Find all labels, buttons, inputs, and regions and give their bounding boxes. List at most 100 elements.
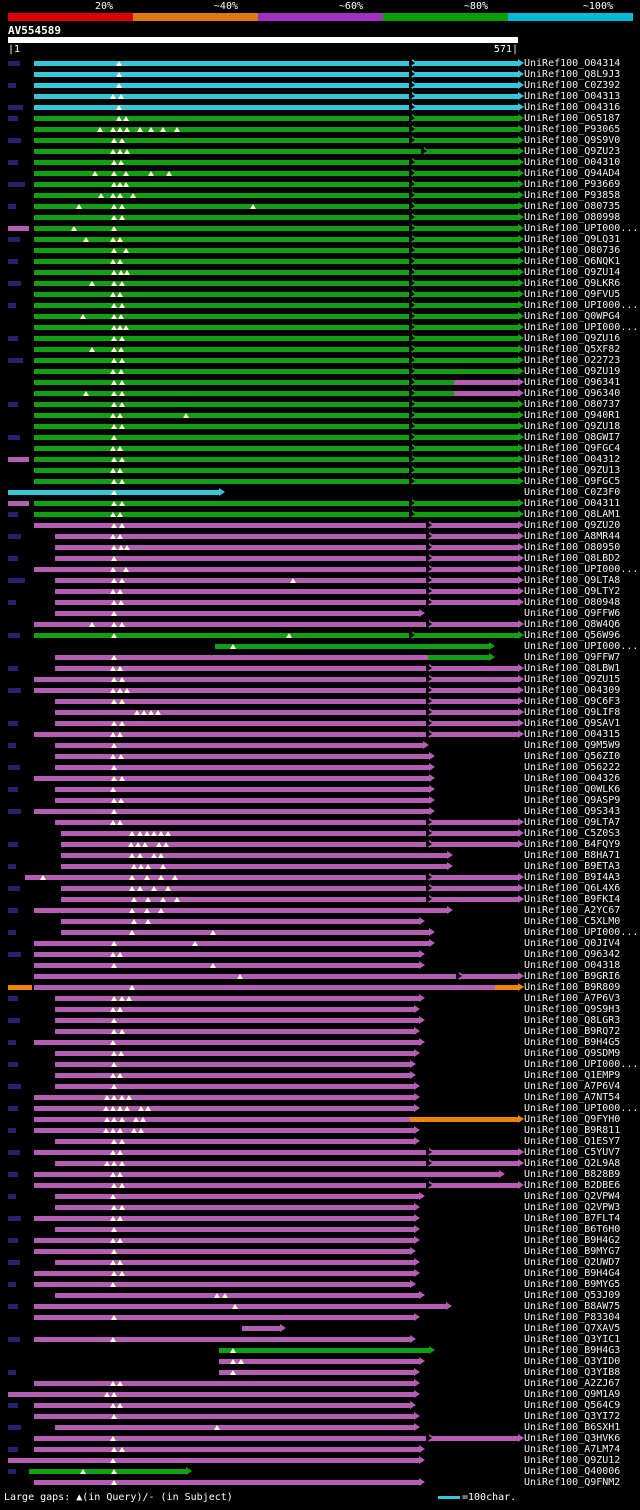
- subject-label[interactable]: UniRef100_Q8LAM1: [524, 509, 621, 520]
- alignment-bar[interactable]: [60, 853, 448, 858]
- alignment-bar[interactable]: [33, 1381, 415, 1386]
- alignment-bar[interactable]: [219, 1370, 415, 1375]
- subject-label[interactable]: UniRef100_O04326: [524, 773, 621, 784]
- alignment-bar[interactable]: [33, 1271, 415, 1276]
- subject-label[interactable]: UniRef100_Q6L4X6: [524, 883, 621, 894]
- subject-label[interactable]: UniRef100_A7P6V4: [524, 1081, 621, 1092]
- alignment-bar[interactable]: [33, 1304, 446, 1309]
- subject-label[interactable]: UniRef100_Q3HVK6: [524, 1433, 621, 1444]
- alignment-bar[interactable]: [409, 1117, 518, 1122]
- alignment-bar[interactable]: [33, 1172, 500, 1177]
- alignment-bar[interactable]: [29, 1469, 187, 1474]
- alignment-bar[interactable]: [60, 919, 419, 924]
- alignment-bar[interactable]: [33, 985, 495, 990]
- alignment-bar[interactable]: [54, 556, 518, 561]
- alignment-bar[interactable]: [33, 171, 518, 176]
- subject-label[interactable]: UniRef100_O04311: [524, 498, 621, 509]
- alignment-bar[interactable]: [33, 215, 518, 220]
- subject-label[interactable]: UniRef100_B9ETA3: [524, 861, 621, 872]
- subject-label[interactable]: UniRef100_B6T6H0: [524, 1224, 621, 1235]
- subject-label[interactable]: UniRef100_C5YUV7: [524, 1147, 621, 1158]
- alignment-bar[interactable]: [33, 1117, 410, 1122]
- alignment-bar[interactable]: [54, 754, 430, 759]
- subject-label[interactable]: UniRef100_Q8W4Q6: [524, 619, 621, 630]
- subject-label[interactable]: UniRef100_Q9FFW6: [524, 608, 621, 619]
- subject-label[interactable]: UniRef100_O80736: [524, 245, 621, 256]
- subject-label[interactable]: UniRef100_B9I4A3: [524, 872, 621, 883]
- subject-label[interactable]: UniRef100_Q9ZU14: [524, 267, 621, 278]
- subject-label[interactable]: UniRef100_A8MR44: [524, 531, 621, 542]
- alignment-bar[interactable]: [54, 1084, 415, 1089]
- alignment-bar[interactable]: [33, 413, 518, 418]
- subject-label[interactable]: UniRef100_A7LM74: [524, 1444, 621, 1455]
- alignment-bar[interactable]: [33, 776, 430, 781]
- subject-label[interactable]: UniRef100_Q2VPW3: [524, 1202, 621, 1213]
- subject-label[interactable]: UniRef100_O80998: [524, 212, 621, 223]
- alignment-bar[interactable]: [33, 479, 518, 484]
- alignment-bar[interactable]: [219, 1359, 419, 1364]
- subject-label[interactable]: UniRef100_Q9ZU12: [524, 1455, 621, 1466]
- alignment-bar[interactable]: [33, 303, 518, 308]
- subject-label[interactable]: UniRef100_Q9C6F3: [524, 696, 621, 707]
- alignment-bar[interactable]: [33, 1150, 518, 1155]
- alignment-bar[interactable]: [54, 545, 518, 550]
- alignment-bar[interactable]: [33, 226, 518, 231]
- alignment-bar[interactable]: [33, 941, 430, 946]
- alignment-bar[interactable]: [54, 1260, 415, 1265]
- alignment-bar[interactable]: [33, 1128, 415, 1133]
- subject-label[interactable]: UniRef100_O04309: [524, 685, 621, 696]
- subject-label[interactable]: UniRef100_Q3YI72: [524, 1411, 621, 1422]
- alignment-bar[interactable]: [60, 886, 518, 891]
- alignment-bar[interactable]: [33, 127, 518, 132]
- alignment-bar[interactable]: [33, 1183, 518, 1188]
- alignment-bar[interactable]: [54, 1194, 419, 1199]
- subject-label[interactable]: UniRef100_Q3YID0: [524, 1356, 621, 1367]
- subject-label[interactable]: UniRef100_B2DBE6: [524, 1180, 621, 1191]
- alignment-bar[interactable]: [427, 655, 490, 660]
- subject-label[interactable]: UniRef100_B9RQ72: [524, 1026, 621, 1037]
- alignment-bar[interactable]: [8, 501, 30, 506]
- subject-label[interactable]: UniRef100_Q940R1: [524, 410, 621, 421]
- alignment-bar[interactable]: [54, 798, 430, 803]
- subject-label[interactable]: UniRef100_O04314: [524, 58, 621, 69]
- alignment-bar[interactable]: [33, 1106, 415, 1111]
- subject-label[interactable]: UniRef100_O56222: [524, 762, 621, 773]
- alignment-bar[interactable]: [54, 743, 424, 748]
- alignment-bar[interactable]: [33, 391, 455, 396]
- subject-label[interactable]: UniRef100_B9H4G5: [524, 1037, 621, 1048]
- alignment-bar[interactable]: [54, 578, 518, 583]
- subject-label[interactable]: UniRef100_P83304: [524, 1312, 621, 1323]
- alignment-bar[interactable]: [33, 94, 518, 99]
- subject-label[interactable]: UniRef100_B9FKI4: [524, 894, 621, 905]
- alignment-bar[interactable]: [454, 391, 518, 396]
- subject-label[interactable]: UniRef100_B9MYG5: [524, 1279, 621, 1290]
- subject-label[interactable]: UniRef100_UPI000...: [524, 641, 639, 652]
- alignment-bar[interactable]: [54, 721, 518, 726]
- alignment-bar[interactable]: [54, 787, 430, 792]
- alignment-bar[interactable]: [219, 1348, 430, 1353]
- alignment-bar[interactable]: [60, 831, 518, 836]
- alignment-bar[interactable]: [33, 1447, 419, 1452]
- subject-label[interactable]: UniRef100_Q9ZU15: [524, 674, 621, 685]
- subject-label[interactable]: UniRef100_A2YC67: [524, 905, 621, 916]
- subject-label[interactable]: UniRef100_Q8GWI7: [524, 432, 621, 443]
- subject-label[interactable]: UniRef100_Q7XAV5: [524, 1323, 621, 1334]
- alignment-bar[interactable]: [54, 534, 518, 539]
- subject-label[interactable]: UniRef100_UPI000...: [524, 300, 639, 311]
- subject-label[interactable]: UniRef100_Q0WPG4: [524, 311, 621, 322]
- alignment-bar[interactable]: [33, 567, 518, 572]
- alignment-bar[interactable]: [33, 1238, 415, 1243]
- alignment-bar[interactable]: [54, 820, 518, 825]
- subject-label[interactable]: UniRef100_Q9LTA7: [524, 817, 621, 828]
- alignment-bar[interactable]: [33, 908, 448, 913]
- alignment-bar[interactable]: [33, 193, 518, 198]
- alignment-bar[interactable]: [33, 380, 455, 385]
- subject-label[interactable]: UniRef100_Q9ZU19: [524, 366, 621, 377]
- alignment-bar[interactable]: [54, 699, 518, 704]
- alignment-bar[interactable]: [33, 248, 518, 253]
- alignment-bar[interactable]: [33, 1414, 415, 1419]
- alignment-bar[interactable]: [33, 325, 518, 330]
- subject-label[interactable]: UniRef100_Q9ZU20: [524, 520, 621, 531]
- subject-label[interactable]: UniRef100_B9R811: [524, 1125, 621, 1136]
- subject-label[interactable]: UniRef100_P93669: [524, 179, 621, 190]
